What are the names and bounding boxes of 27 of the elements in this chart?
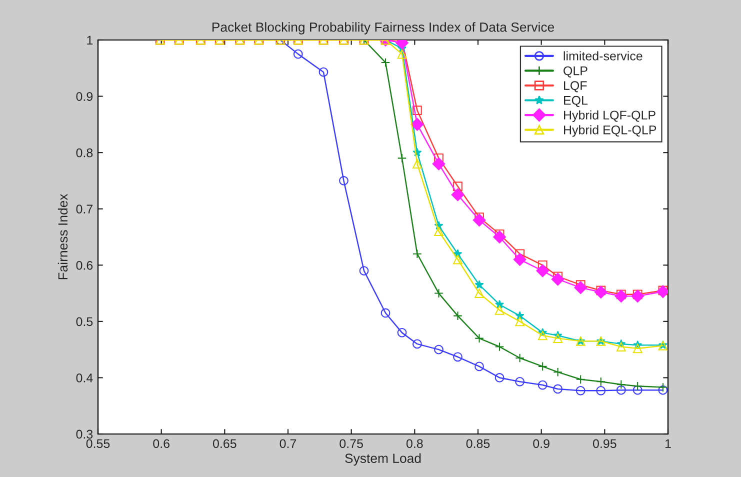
x-tick-label: 0.95 bbox=[592, 439, 616, 448]
y-tick-label: 1 bbox=[87, 36, 93, 45]
x-tick-label: 0.65 bbox=[212, 439, 236, 448]
y-axis-title: Fairness Index bbox=[58, 194, 68, 280]
x-tick-label: 0.75 bbox=[340, 439, 363, 448]
x-tick-label: 0.6 bbox=[153, 439, 170, 448]
chart-title: Packet Blocking Probability Fairness Index of Data Service bbox=[212, 22, 554, 34]
x-tick-label: 0.7 bbox=[280, 439, 296, 448]
legend-label: Hybrid LQF-QLP bbox=[564, 110, 656, 122]
legend-label: LQF bbox=[564, 81, 587, 92]
y-tick-label: 0.4 bbox=[76, 374, 93, 382]
x-tick-label: 0.55 bbox=[86, 439, 110, 448]
x-tick-label: 0.8 bbox=[406, 439, 423, 448]
x-axis-title: System Load bbox=[345, 453, 421, 466]
y-tick-label: 0.9 bbox=[76, 92, 93, 101]
legend-label: QLP bbox=[564, 66, 588, 78]
y-tick-label: 0.6 bbox=[76, 260, 93, 270]
y-tick-label: 0.8 bbox=[76, 148, 93, 158]
legend-label: limited-service bbox=[564, 51, 642, 60]
y-tick-label: 0.3 bbox=[76, 430, 93, 439]
legend-label: EQL bbox=[564, 96, 588, 107]
x-tick-label: 0.9 bbox=[533, 439, 550, 448]
x-tick-label: 0.85 bbox=[466, 439, 490, 448]
y-tick-label: 0.5 bbox=[76, 317, 93, 326]
y-tick-label: 0.7 bbox=[76, 204, 93, 214]
legend-label: Hybrid EQL-QLP bbox=[564, 125, 656, 137]
x-tick-label: 1 bbox=[665, 439, 671, 448]
